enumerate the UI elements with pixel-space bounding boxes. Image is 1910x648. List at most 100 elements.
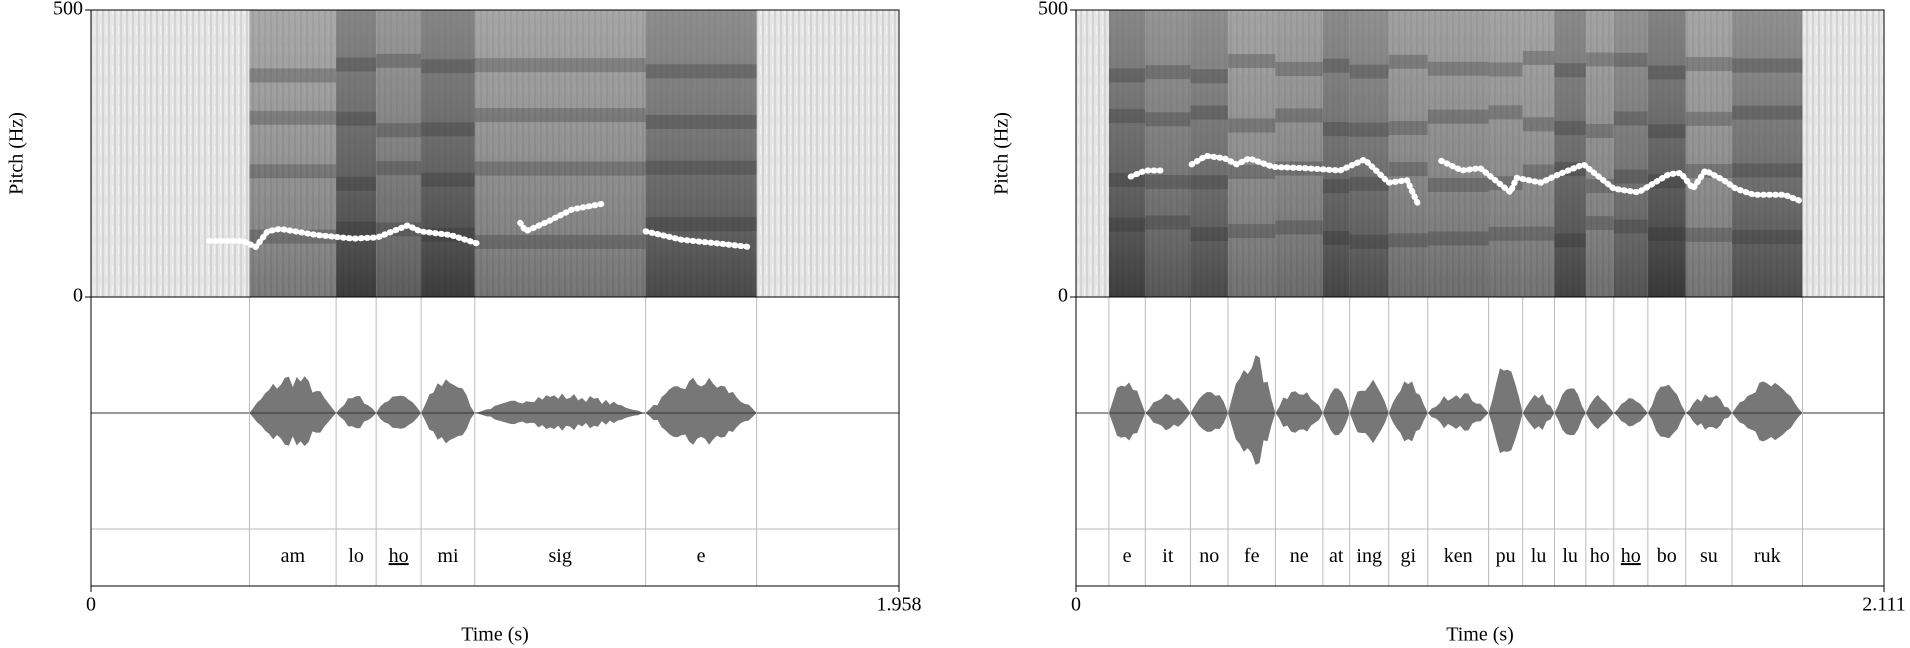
formant-band [1349,64,1389,79]
formant-band [336,57,377,72]
formant-band [1613,219,1648,234]
formant-band [1322,231,1350,246]
formant-band [1554,63,1586,78]
formant-band [1190,105,1228,120]
formant-band [1108,108,1146,123]
x-tick-label: 0 [1071,594,1081,616]
syllable-label: gi [1400,545,1416,567]
spectrogram-energy [336,10,377,297]
waveform [249,376,337,446]
syllable-label: it [1162,545,1174,567]
x-tick-label: 1.958 [877,594,922,616]
formant-band [1647,174,1686,189]
formant-band [645,217,757,232]
waveform [1108,382,1146,441]
formant-band [1227,224,1276,239]
x-tick-label: 0 [86,594,96,616]
formant-band [1427,61,1489,76]
formant-band [645,64,757,79]
formant-band [421,59,475,74]
formant-band [1488,226,1523,241]
syllable-label: lu [1562,545,1578,567]
spectrogram-energy [1388,10,1428,297]
syllable-label: no [1199,545,1219,567]
formant-band [1145,65,1191,80]
syllable-label: ne [1290,545,1309,567]
formant-band [1275,62,1323,77]
spectrogram-energy [421,10,475,297]
syllable-label: e [1123,545,1132,567]
syllable-label: ken [1444,545,1473,567]
waveform [1228,355,1276,465]
waveform [376,395,422,429]
waveform [1488,368,1523,454]
spectrogram-energy [1488,10,1523,297]
formant-band [1613,169,1648,184]
syllable-label: e [697,545,706,567]
formant-band [1732,105,1803,120]
syllable-label: lu [1531,545,1547,567]
pitch-track [1127,152,1804,210]
formant-band [1227,164,1276,179]
spectrogram-energy [1732,10,1803,297]
waveform [1275,391,1323,433]
formant-band [376,123,422,138]
formant-band [1732,58,1803,73]
formant-band [421,122,475,137]
waveform [1322,388,1350,436]
formant-band [1585,216,1614,231]
waveform [474,393,646,431]
syllable-label: ing [1356,545,1382,567]
spectrogram-energy [1647,10,1686,297]
formant-band [1388,162,1428,177]
formant-band [1349,122,1389,137]
formant-band [1685,227,1733,242]
formant-band [1585,123,1614,138]
formant-band [1427,109,1489,124]
pitch-track [206,200,754,251]
formant-band [249,164,337,179]
syllable-label: su [1700,545,1718,567]
spectrogram-energy [1554,10,1586,297]
syllable-label: pu [1496,545,1516,567]
spectrogram-energy [1322,10,1350,297]
formant-band [249,68,337,83]
spectrogram-energy [1275,10,1323,297]
formant-band [1388,54,1428,69]
y-tick-label: 500 [1038,0,1068,20]
waveform [1145,393,1191,431]
syllable-label: sig [549,545,572,567]
formant-band [1322,179,1350,194]
waveform [1613,398,1648,427]
formant-band [1388,233,1428,248]
formant-band [1647,65,1686,80]
formant-band [1647,227,1686,242]
syllable-label: ho [389,545,409,567]
formant-band [376,53,422,68]
formant-band [474,58,646,73]
formant-band [474,108,646,123]
formant-band [1190,227,1228,242]
formant-band [1349,176,1389,191]
y-tick-label: 0 [73,285,83,307]
formant-band [1108,217,1146,232]
formant-band [1522,117,1555,132]
formant-band [1322,122,1350,137]
formant-band [1554,233,1586,248]
syllable-label: lo [348,545,364,567]
formant-band [1190,69,1228,84]
formant-band [645,114,757,129]
syllable-label: ruk [1754,545,1781,567]
syllable-label: ho [1621,545,1641,567]
formant-band [1522,50,1555,65]
formant-band [1685,57,1733,72]
formant-band [376,161,422,176]
waveform [1732,381,1803,442]
syllable-label: fe [1244,545,1260,567]
formant-band [336,111,377,126]
spectrogram-energy [645,10,757,297]
waveform [1522,394,1555,430]
y-tick-label: 500 [53,0,83,20]
